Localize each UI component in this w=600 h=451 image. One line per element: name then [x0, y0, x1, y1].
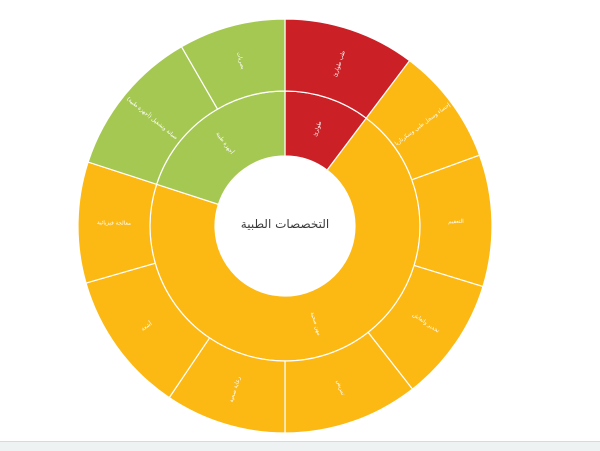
outer-ring-segment-2[interactable]	[411, 154, 493, 288]
bottom-panel-divider	[0, 441, 600, 451]
chart-center-label: التخصصات الطبية	[240, 217, 330, 231]
outer-ring-segment-9[interactable]	[180, 18, 286, 110]
